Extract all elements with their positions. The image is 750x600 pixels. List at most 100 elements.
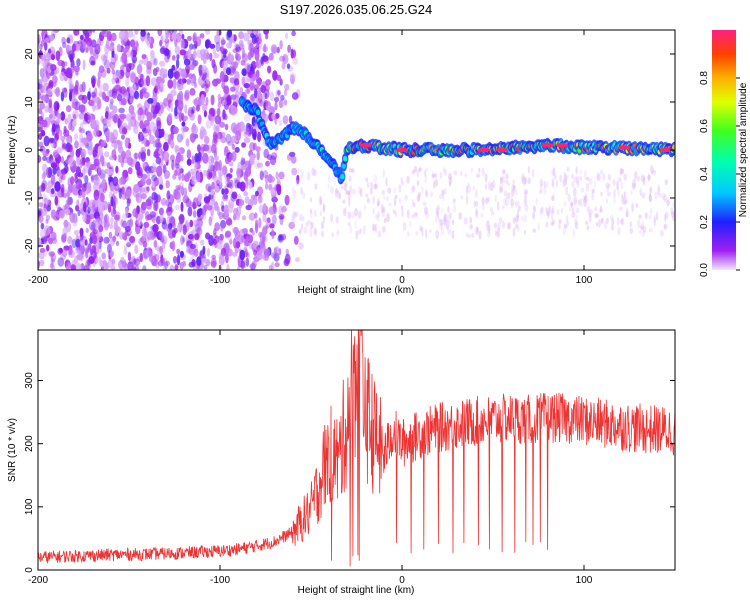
heatmap-cell bbox=[235, 211, 241, 221]
heatmap-cell bbox=[235, 241, 241, 249]
heatmap-cell bbox=[120, 156, 124, 168]
heatmap-cell bbox=[623, 196, 627, 205]
heatmap-cell bbox=[151, 171, 156, 178]
heatmap-cell bbox=[224, 146, 229, 154]
heatmap-cell bbox=[81, 183, 87, 193]
heatmap-cell bbox=[406, 209, 410, 219]
heatmap-cell bbox=[62, 41, 67, 49]
heatmap-cell bbox=[313, 168, 317, 177]
heatmap-cell bbox=[644, 212, 648, 218]
heatmap-cell bbox=[38, 210, 42, 216]
heatmap-cell bbox=[230, 122, 238, 133]
heatmap-cell bbox=[174, 71, 180, 80]
heatmap-cell bbox=[218, 255, 225, 266]
heatmap-cell bbox=[217, 102, 221, 108]
heatmap-cell bbox=[141, 54, 147, 60]
heatmap-cell bbox=[99, 31, 105, 42]
heatmap-cell bbox=[504, 179, 509, 184]
heatmap-cell bbox=[460, 170, 463, 176]
heatmap-cell bbox=[38, 216, 44, 223]
heatmap-cell bbox=[67, 196, 73, 205]
heatmap-cell bbox=[50, 174, 56, 185]
heatmap-cell bbox=[289, 72, 296, 81]
heatmap-cell bbox=[374, 183, 378, 189]
heatmap-cell bbox=[240, 156, 244, 166]
heatmap-cell bbox=[171, 240, 176, 252]
heatmap-cell bbox=[225, 133, 232, 144]
heatmap-cell bbox=[97, 37, 102, 48]
heatmap-cell bbox=[208, 235, 214, 246]
heatmap-cell bbox=[260, 85, 267, 93]
heatmap-cell bbox=[453, 170, 458, 176]
heatmap-cell bbox=[93, 175, 100, 186]
heatmap-cell bbox=[53, 151, 59, 159]
heatmap-cell bbox=[125, 75, 130, 87]
heatmap-cell bbox=[155, 156, 162, 165]
heatmap-cell bbox=[121, 97, 127, 106]
heatmap-cell bbox=[468, 216, 473, 224]
heatmap-cell bbox=[45, 205, 52, 212]
heatmap-cell bbox=[631, 182, 636, 190]
heatmap-cell bbox=[244, 248, 248, 255]
heatmap-cell bbox=[38, 122, 44, 133]
heatmap-cell bbox=[201, 75, 206, 81]
heatmap-cell bbox=[222, 49, 227, 58]
heatmap-cell bbox=[39, 102, 45, 110]
heatmap-cell bbox=[186, 78, 191, 85]
heatmap-cell bbox=[140, 176, 147, 186]
heatmap-cell bbox=[118, 119, 123, 127]
heatmap-cell bbox=[111, 258, 116, 265]
heatmap-cell bbox=[174, 264, 179, 270]
heatmap-cell bbox=[291, 30, 296, 37]
heatmap-cell bbox=[661, 192, 665, 200]
heatmap-cell bbox=[54, 106, 59, 117]
heatmap-cell bbox=[595, 213, 599, 218]
heatmap-cell bbox=[269, 223, 275, 229]
heatmap-cell bbox=[571, 211, 576, 218]
heatmap-cell bbox=[40, 54, 47, 61]
heatmap-cell bbox=[104, 59, 110, 70]
heatmap-cell bbox=[344, 188, 348, 196]
heatmap-cell bbox=[74, 140, 79, 149]
heatmap-cell bbox=[167, 201, 173, 213]
heatmap-cell bbox=[179, 261, 184, 270]
heatmap-cell bbox=[194, 153, 200, 163]
heatmap-cell bbox=[500, 176, 503, 184]
heatmap-cell bbox=[125, 113, 132, 122]
heatmap-cell bbox=[82, 30, 88, 35]
heatmap-cell bbox=[142, 240, 148, 248]
heatmap-cell bbox=[314, 183, 318, 190]
heatmap-cell bbox=[177, 100, 184, 111]
heatmap-cell bbox=[162, 220, 168, 231]
heatmap-cell bbox=[39, 229, 46, 239]
heatmap-cell bbox=[52, 30, 60, 33]
heatmap-cell bbox=[510, 198, 515, 206]
heatmap-cell bbox=[401, 210, 404, 218]
heatmap-cell bbox=[248, 181, 253, 190]
heatmap-cell bbox=[241, 52, 248, 61]
heatmap-cell bbox=[71, 101, 76, 109]
heatmap-cell bbox=[139, 252, 143, 263]
x-tick-label: 0 bbox=[399, 575, 405, 586]
heatmap-cell bbox=[260, 57, 265, 66]
heatmap-cell bbox=[145, 124, 150, 133]
heatmap-cell bbox=[156, 120, 162, 131]
heatmap-cell bbox=[199, 250, 203, 260]
heatmap-cell bbox=[132, 186, 139, 198]
heatmap-cell bbox=[447, 205, 450, 214]
heatmap-cell bbox=[162, 263, 167, 270]
heatmap-cell bbox=[155, 82, 161, 90]
heatmap-cell bbox=[107, 176, 114, 183]
heatmap-cell bbox=[180, 186, 184, 194]
heatmap-cell bbox=[585, 183, 590, 192]
heatmap-cell bbox=[582, 195, 586, 202]
heatmap-cell bbox=[407, 231, 410, 237]
heatmap-cell bbox=[451, 229, 455, 240]
heatmap-cell bbox=[239, 249, 245, 261]
heatmap-cell bbox=[145, 75, 151, 87]
heatmap-cell bbox=[377, 197, 380, 207]
heatmap-cell bbox=[158, 207, 164, 216]
heatmap-cell bbox=[197, 144, 201, 153]
heatmap-cell bbox=[39, 102, 45, 110]
heatmap-cell bbox=[181, 112, 185, 121]
